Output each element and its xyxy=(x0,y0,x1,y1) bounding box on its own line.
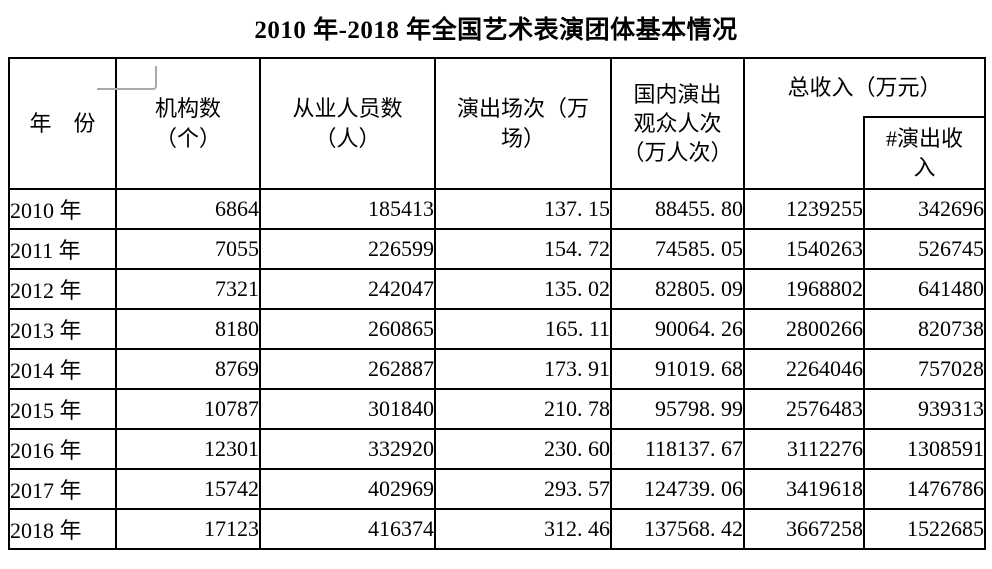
statistics-table: 年 份 机构数 （个） 从业人员数 （人） 演出场次（万 场） 国内演出 观众人… xyxy=(8,57,987,550)
cell-performance-income: 1476786 xyxy=(862,468,987,510)
cell-performances: 135. 02 xyxy=(434,268,612,310)
header-row-sub: #演出收 入 xyxy=(9,116,987,190)
cell-employees: 402969 xyxy=(259,468,436,510)
cell-institutions: 17123 xyxy=(115,508,261,550)
header-institutions: 机构数 （个） xyxy=(115,57,261,190)
cell-performances: 230. 60 xyxy=(434,428,612,470)
cell-performances: 210. 78 xyxy=(434,388,612,430)
cell-audience: 90064. 26 xyxy=(610,308,745,350)
cell-institutions: 8769 xyxy=(115,348,261,390)
cell-audience: 137568. 42 xyxy=(610,508,745,550)
cell-performances: 154. 72 xyxy=(434,228,612,270)
cell-year: 2010 年 xyxy=(8,188,117,230)
cell-audience: 95798. 99 xyxy=(610,388,745,430)
cell-employees: 226599 xyxy=(259,228,436,270)
corner-mark-artifact xyxy=(97,66,157,90)
total-income-spacer-cell xyxy=(743,117,865,190)
cell-total-income: 1968802 xyxy=(743,268,865,310)
cell-audience: 88455. 80 xyxy=(610,188,745,230)
cell-performances: 137. 15 xyxy=(434,188,612,230)
header-total-income: 总收入（万元） xyxy=(742,57,987,117)
cell-employees: 242047 xyxy=(259,268,436,310)
table-row-2016: 2016 年 12301 332920 230. 60 118137. 67 3… xyxy=(8,428,987,470)
cell-performance-income: 757028 xyxy=(862,348,987,390)
cell-institutions: 6864 xyxy=(115,188,261,230)
cell-total-income: 1239255 xyxy=(743,188,865,230)
cell-employees: 332920 xyxy=(259,428,436,470)
cell-performance-income: 641480 xyxy=(862,268,987,310)
cell-audience: 124739. 06 xyxy=(610,468,745,510)
cell-institutions: 7321 xyxy=(115,268,261,310)
cell-total-income: 2800266 xyxy=(743,308,865,350)
table-row-2013: 2013 年 8180 260865 165. 11 90064. 26 280… xyxy=(8,308,987,350)
header-audience: 国内演出 观众人次 （万人次） xyxy=(610,57,745,190)
cell-institutions: 7055 xyxy=(115,228,261,270)
cell-year: 2018 年 xyxy=(8,508,117,550)
header-employees: 从业人员数 （人） xyxy=(259,57,436,190)
cell-performance-income: 939313 xyxy=(862,388,987,430)
cell-performance-income: 820738 xyxy=(862,308,987,350)
cell-year: 2017 年 xyxy=(8,468,117,510)
cell-performance-income: 342696 xyxy=(862,188,987,230)
table-row-2011: 2011 年 7055 226599 154. 72 74585. 05 154… xyxy=(8,228,987,270)
cell-total-income: 2576483 xyxy=(743,388,865,430)
cell-total-income: 1540263 xyxy=(743,228,865,270)
cell-performance-income: 1522685 xyxy=(862,508,987,550)
cell-year: 2014 年 xyxy=(8,348,117,390)
cell-institutions: 10787 xyxy=(115,388,261,430)
cell-performance-income: 1308591 xyxy=(862,428,987,470)
header-performance-income: #演出收 入 xyxy=(862,116,987,190)
cell-audience: 118137. 67 xyxy=(610,428,745,470)
table-row-2018: 2018 年 17123 416374 312. 46 137568. 42 3… xyxy=(8,508,987,550)
cell-performance-income: 526745 xyxy=(862,228,987,270)
table-row-2010: 2010 年 6864 185413 137. 15 88455. 80 123… xyxy=(8,188,987,230)
cell-year: 2012 年 xyxy=(8,268,117,310)
cell-performances: 293. 57 xyxy=(434,468,612,510)
cell-year: 2016 年 xyxy=(8,428,117,470)
cell-total-income: 3667258 xyxy=(743,508,865,550)
cell-employees: 416374 xyxy=(259,508,436,550)
cell-employees: 260865 xyxy=(259,308,436,350)
cell-total-income: 2264046 xyxy=(743,348,865,390)
cell-institutions: 12301 xyxy=(115,428,261,470)
cell-institutions: 15742 xyxy=(115,468,261,510)
cell-performances: 173. 91 xyxy=(434,348,612,390)
cell-audience: 82805. 09 xyxy=(610,268,745,310)
cell-employees: 262887 xyxy=(259,348,436,390)
cell-audience: 91019. 68 xyxy=(610,348,745,390)
table-row-2017: 2017 年 15742 402969 293. 57 124739. 06 3… xyxy=(8,468,987,510)
cell-performances: 312. 46 xyxy=(434,508,612,550)
header-performances: 演出场次（万 场） xyxy=(434,57,612,190)
cell-year: 2015 年 xyxy=(8,388,117,430)
cell-employees: 301840 xyxy=(259,388,436,430)
cell-audience: 74585. 05 xyxy=(610,228,745,270)
cell-year: 2011 年 xyxy=(8,228,117,270)
cell-total-income: 3112276 xyxy=(743,428,865,470)
header-year: 年 份 xyxy=(8,57,117,190)
table-row-2015: 2015 年 10787 301840 210. 78 95798. 99 25… xyxy=(8,388,987,430)
cell-employees: 185413 xyxy=(259,188,436,230)
cell-performances: 165. 11 xyxy=(434,308,612,350)
cell-year: 2013 年 xyxy=(8,308,117,350)
header-row-top: 年 份 机构数 （个） 从业人员数 （人） 演出场次（万 场） 国内演出 观众人… xyxy=(8,57,987,190)
table-row-2012: 2012 年 7321 242047 135. 02 82805. 09 196… xyxy=(8,268,987,310)
page-title: 2010 年-2018 年全国艺术表演团体基本情况 xyxy=(254,17,738,44)
cell-total-income: 3419618 xyxy=(743,468,865,510)
table-row-2014: 2014 年 8769 262887 173. 91 91019. 68 226… xyxy=(8,348,987,390)
cell-institutions: 8180 xyxy=(115,308,261,350)
